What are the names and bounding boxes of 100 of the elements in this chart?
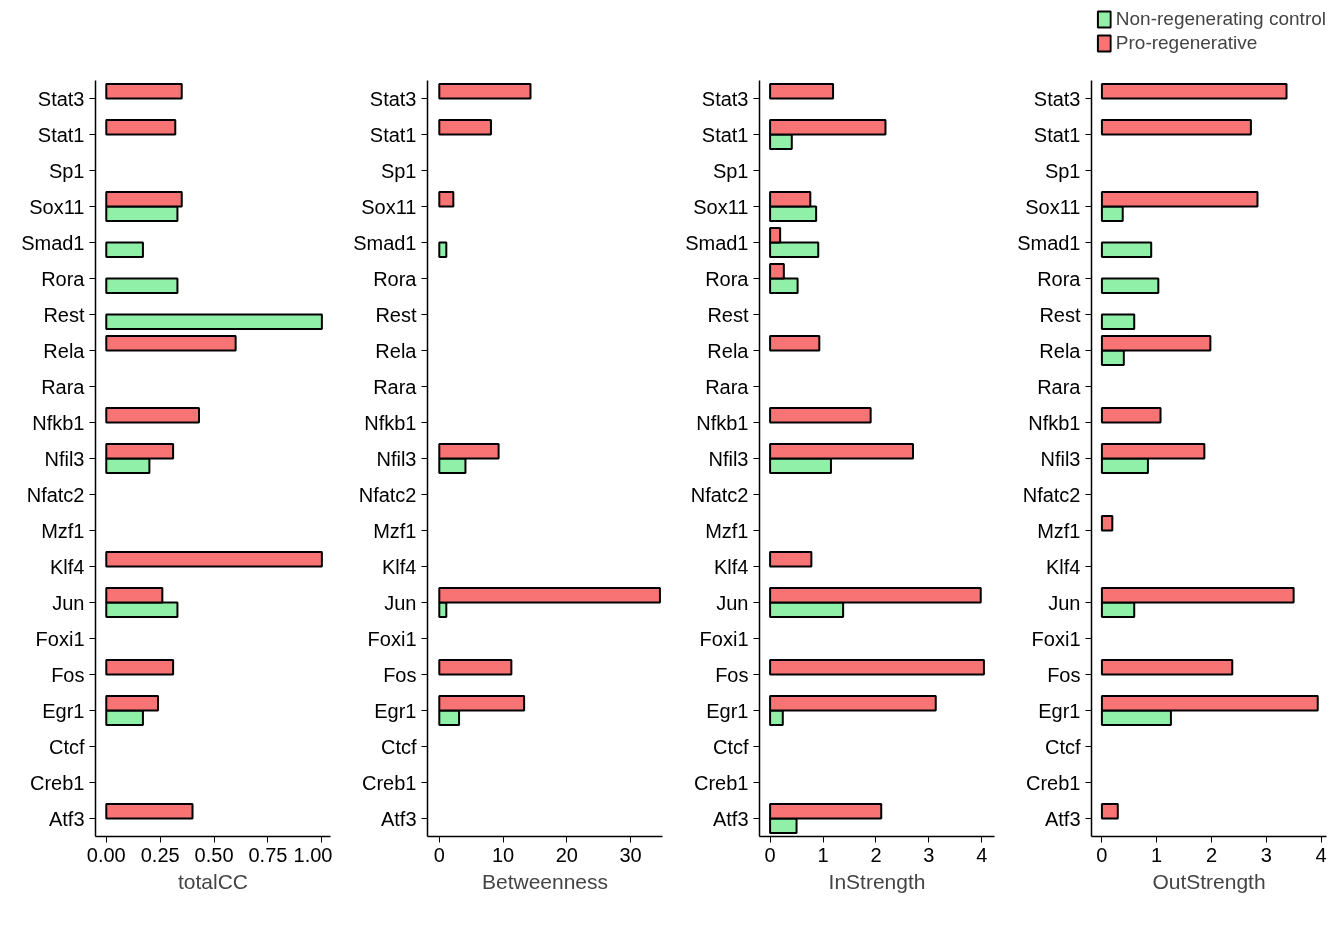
bar <box>1100 313 1136 330</box>
y-tick-label: Creb1 <box>362 771 417 794</box>
y-tick-label: Nfkb1 <box>696 411 749 434</box>
y-tick-label: Klf4 <box>382 555 417 578</box>
bar <box>105 83 183 100</box>
bar <box>105 803 194 820</box>
y-tick-label: Egr1 <box>706 699 749 722</box>
x-tick-label: 2 <box>1205 843 1218 866</box>
y-tick-label: Smad1 <box>21 231 85 254</box>
y-tick-label: Rora <box>705 267 750 290</box>
y-tick-label: Rela <box>375 339 418 362</box>
y-tick-label: Foxi1 <box>35 627 85 650</box>
y-tick-label: Nfil3 <box>708 447 749 470</box>
bar <box>1100 515 1114 532</box>
bar <box>105 335 237 352</box>
bar <box>1100 119 1252 136</box>
y-tick-label: Smad1 <box>353 231 417 254</box>
y-tick-label: Fos <box>715 663 749 686</box>
y-tick-label: Nfkb1 <box>32 411 85 434</box>
y-tick-label: Nfkb1 <box>1028 411 1081 434</box>
y-tick-label: Stat3 <box>37 87 85 110</box>
y-tick-label: Mzf1 <box>41 519 85 542</box>
y-tick-label: Jun <box>716 591 749 614</box>
y-tick-label: Foxi1 <box>1031 627 1081 650</box>
x-tick-label: 1 <box>1151 843 1163 866</box>
y-tick-label: Mzf1 <box>705 519 749 542</box>
y-tick-label: Rest <box>1039 303 1081 326</box>
y-tick-label: Rela <box>1039 339 1082 362</box>
bar <box>438 83 532 100</box>
y-tick-label: Nfatc2 <box>690 483 749 506</box>
y-tick-label: Sp1 <box>1044 159 1081 182</box>
y-tick-label: Nfil3 <box>1040 447 1081 470</box>
y-tick-label: Nfil3 <box>376 447 417 470</box>
x-tick-label: 3 <box>923 843 935 866</box>
y-tick-label: Egr1 <box>42 699 85 722</box>
y-tick-label: Ctcf <box>48 735 85 758</box>
y-tick-label: Sp1 <box>712 159 749 182</box>
y-tick-label: Rara <box>41 375 86 398</box>
y-tick-label: Klf4 <box>50 555 85 578</box>
y-tick-label: Rela <box>43 339 86 362</box>
y-tick-label: Egr1 <box>374 699 417 722</box>
y-tick-label: Stat1 <box>369 123 417 146</box>
y-tick-label: Rest <box>43 303 85 326</box>
x-tick-label: 30 <box>619 843 642 866</box>
bar <box>769 407 872 424</box>
y-tick-label: Rora <box>41 267 86 290</box>
bar <box>438 659 513 676</box>
legend-label: Non-regenerating control <box>1115 8 1326 30</box>
x-tick-label: 20 <box>555 843 578 866</box>
x-axis-title: totalCC <box>177 869 249 893</box>
bar <box>1100 407 1162 424</box>
bar <box>769 659 985 676</box>
y-tick-label: Nfatc2 <box>1022 483 1081 506</box>
y-tick-label: Nfatc2 <box>26 483 85 506</box>
y-tick-label: Creb1 <box>694 771 749 794</box>
y-tick-label: Sp1 <box>380 159 417 182</box>
y-tick-label: Creb1 <box>1026 771 1081 794</box>
bar <box>1100 659 1234 676</box>
x-tick-label: 1 <box>817 843 829 866</box>
y-tick-label: Stat1 <box>1033 123 1081 146</box>
bar <box>1100 277 1160 294</box>
y-tick-label: Stat3 <box>701 87 749 110</box>
y-tick-label: Sp1 <box>48 159 85 182</box>
y-tick-label: Rest <box>375 303 417 326</box>
bar <box>769 335 821 352</box>
y-tick-label: Stat1 <box>701 123 749 146</box>
y-tick-label: Rara <box>1037 375 1082 398</box>
y-tick-label: Ctcf <box>380 735 417 758</box>
y-tick-label: Fos <box>1047 663 1081 686</box>
y-tick-label: Jun <box>1048 591 1081 614</box>
bar <box>105 119 177 136</box>
bar <box>105 241 144 258</box>
x-tick-label: 4 <box>976 843 988 866</box>
x-tick-label: 0.50 <box>194 843 234 866</box>
x-tick-label: 0 <box>1096 843 1108 866</box>
y-tick-label: Jun <box>384 591 417 614</box>
y-tick-label: Smad1 <box>685 231 749 254</box>
bar <box>105 313 323 330</box>
y-tick-label: Mzf1 <box>373 519 417 542</box>
bar <box>438 191 455 208</box>
x-tick-label: 1.00 <box>293 843 333 866</box>
x-tick-label: 0 <box>764 843 776 866</box>
y-tick-label: Stat3 <box>1033 87 1081 110</box>
x-axis-title: InStrength <box>828 869 926 893</box>
y-tick-label: Nfkb1 <box>364 411 417 434</box>
y-tick-label: Rora <box>1037 267 1082 290</box>
y-tick-label: Sox11 <box>29 195 85 218</box>
bar <box>438 119 492 136</box>
y-tick-label: Creb1 <box>30 771 85 794</box>
y-tick-label: Sox11 <box>1025 195 1081 218</box>
y-tick-label: Rara <box>705 375 750 398</box>
y-tick-label: Stat3 <box>369 87 417 110</box>
y-tick-label: Sox11 <box>693 195 749 218</box>
y-tick-label: Foxi1 <box>699 627 749 650</box>
x-tick-label: 3 <box>1260 843 1272 866</box>
y-tick-label: Rest <box>707 303 749 326</box>
y-tick-label: Atf3 <box>1044 807 1081 830</box>
x-tick-label: 0.75 <box>248 843 288 866</box>
y-tick-label: Nfil3 <box>44 447 85 470</box>
bar <box>105 277 179 294</box>
